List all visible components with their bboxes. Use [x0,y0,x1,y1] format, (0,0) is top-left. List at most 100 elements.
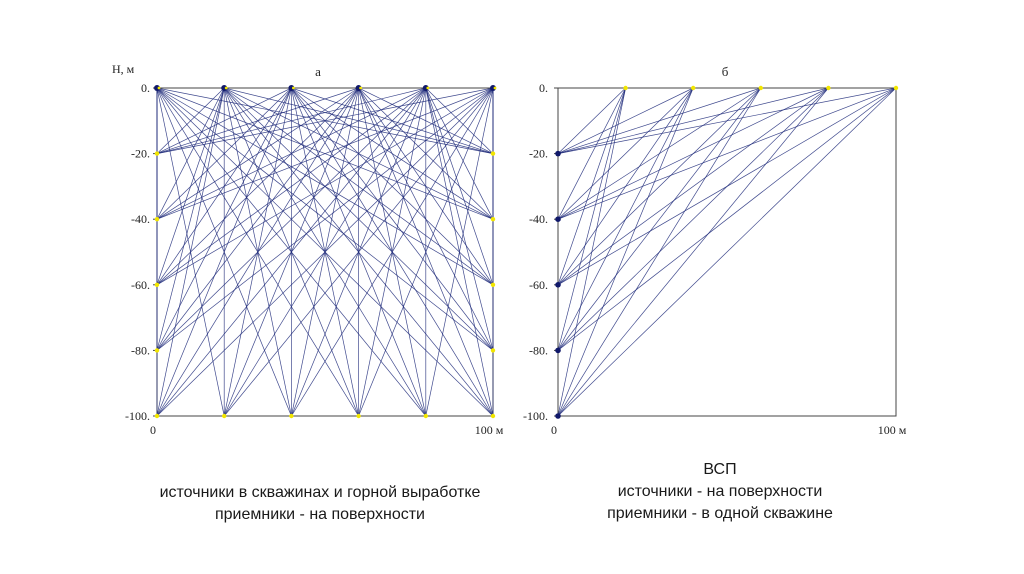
ray [557,87,694,154]
y-tick-label: -20. [529,147,548,161]
ray [156,87,494,154]
panel-a-axes: 0. -20. -40. -60. -80. -100.0 100 м [125,81,504,437]
source-point [222,413,227,419]
surface-source [758,85,763,91]
panel-b-points [555,85,899,419]
source-point [356,413,361,419]
panel-a-rays [156,87,494,417]
source-point [490,413,496,419]
source-point [490,151,496,156]
source-point [490,282,496,287]
surface-marker [359,86,362,90]
surface-marker [426,86,430,90]
ray [156,87,225,220]
ray [557,87,897,154]
surface-receiver [221,85,228,91]
surface-source [691,85,696,91]
surface-receiver [355,85,362,91]
source-point [289,413,294,419]
surface-receiver [288,85,295,91]
ray [223,87,494,417]
ray [557,87,761,154]
surface-source [893,85,899,91]
well-receiver [555,150,561,157]
ray [557,87,694,220]
surface-marker [224,86,228,90]
ray [156,87,494,286]
ray [557,87,897,220]
panel-b-axes: 0. -20. -40. -60. -80. -100.0 100 м [523,81,907,437]
source-point [154,348,160,353]
ray [156,87,292,417]
ray [557,87,626,220]
surface-receiver [154,85,160,91]
ray [557,87,762,351]
x-tick-label: 0 [150,423,156,437]
y-tick-label: -40. [529,212,548,226]
ray [425,87,494,351]
y-tick-label: -100. [125,409,150,423]
caption-right-line-2: источники - на поверхности [617,483,823,500]
panel-b-title: б [722,64,729,79]
ray [425,87,494,417]
ray [557,87,829,154]
y-tick-label: -80. [529,343,548,357]
ray [557,87,626,351]
caption-left: источники в скважинах и горной выработке… [100,482,540,526]
ray [156,87,225,351]
panel-b-rays [557,87,897,417]
ray [557,87,829,286]
ray [156,87,225,154]
ray [156,87,494,417]
surface-marker [157,86,161,90]
well-receiver [555,413,561,419]
well-receiver [555,216,561,222]
y-tick-label: -20. [131,147,150,161]
ray [557,87,762,286]
y-tick-label: 0. [539,81,548,95]
ray [156,87,427,286]
surface-receiver [490,85,496,91]
ray [557,87,694,417]
ray [557,87,829,220]
x-tick-label: 0 [551,423,557,437]
ray [156,87,359,220]
well-receiver [555,347,561,354]
ray [557,87,897,286]
panel-a-y-axis-label: Н, м [112,62,135,76]
source-point [423,413,428,419]
y-tick-label: -100. [523,409,548,423]
ray [156,87,292,220]
y-tick-label: -60. [131,278,150,292]
ray [156,87,426,154]
panel-a: а Н, м 0. -20. -40. -60. -80. -100.0 100 м [112,62,504,437]
source-point [490,217,496,222]
panel-a-points [154,85,497,419]
y-tick-label: -40. [131,212,150,226]
ray [156,87,359,351]
x-tick-label: 100 м [878,423,907,437]
ray [156,87,359,154]
ray [557,87,897,351]
well-receiver [555,282,561,288]
panel-b: б 0. -20. -40. -60. -80. -100.0 100 м [523,64,907,437]
ray [557,87,829,417]
ray [425,87,494,285]
ray [358,87,494,417]
source-point [154,151,160,156]
ray [557,87,761,220]
ray [156,87,494,220]
caption-right-line-1: ВСП [703,461,737,478]
surface-receiver [422,85,429,91]
surface-marker [292,86,295,90]
x-tick-label: 100 м [475,423,504,437]
ray [557,87,626,154]
surface-source [623,85,628,91]
source-point [154,282,160,287]
ray [156,87,292,154]
surface-marker [493,86,497,90]
caption-left-line-1: источники в скважинах и горной выработке [159,484,481,501]
caption-left-line-2: приемники - на поверхности [214,506,425,523]
y-tick-label: -60. [529,278,548,292]
